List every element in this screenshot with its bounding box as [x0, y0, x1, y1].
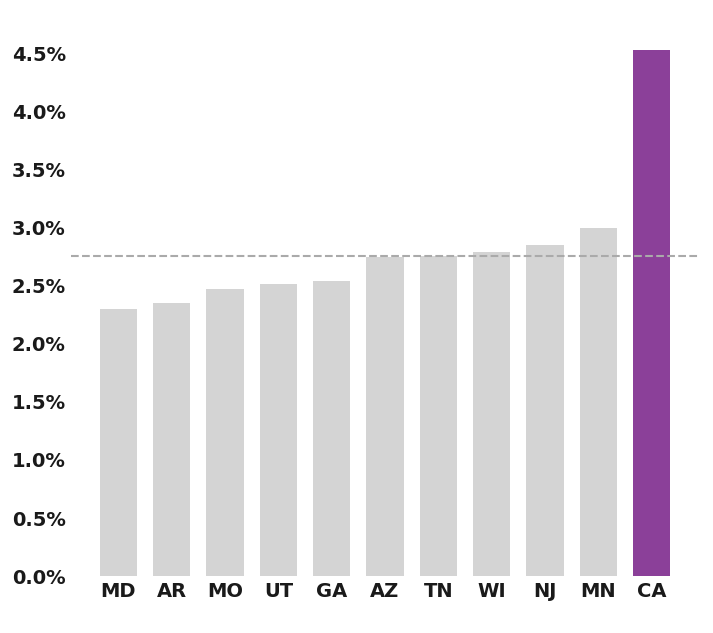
Bar	[313, 281, 350, 576]
Bar	[207, 289, 244, 576]
Bar	[366, 257, 404, 576]
Bar	[633, 51, 670, 576]
Bar	[580, 228, 617, 576]
Bar	[526, 246, 563, 576]
Bar	[100, 309, 137, 576]
Bar	[153, 303, 190, 576]
Bar	[420, 256, 457, 576]
Bar	[473, 253, 511, 576]
Bar	[260, 284, 297, 576]
